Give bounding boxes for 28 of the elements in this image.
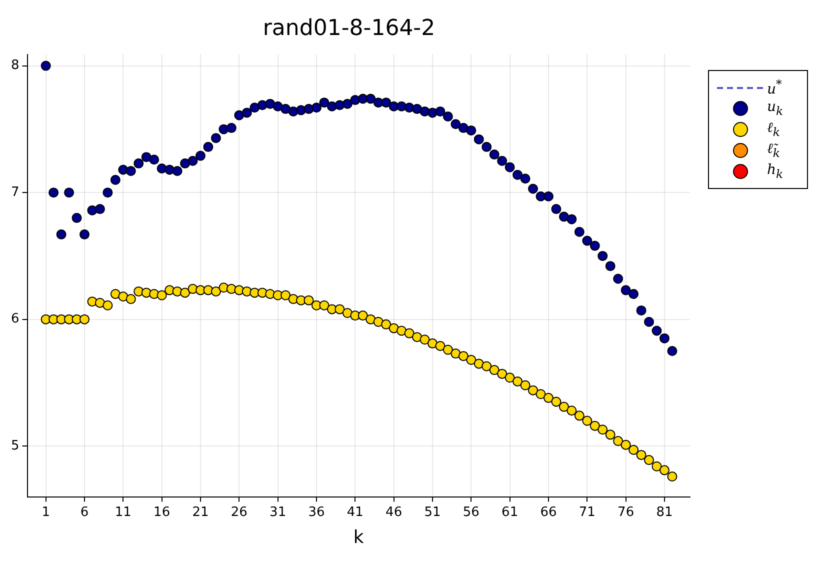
legend-label: ℓ̃$_{k}$: [767, 141, 780, 160]
x-tick-label: 11: [114, 504, 132, 520]
chart-title: rand01-8-164-2: [262, 16, 436, 41]
x-tick-label: 41: [346, 504, 364, 520]
legend-label: u$^{*}$: [767, 77, 782, 98]
x-tick-label: 1: [42, 504, 50, 520]
y-tick-label: 8: [10, 58, 20, 74]
x-tick-label: 71: [578, 504, 596, 520]
legend-label: ℓ$_{k}$: [767, 120, 780, 139]
x-tick-label: 76: [618, 504, 634, 520]
x-tick-label: 81: [656, 504, 673, 520]
x-tick-label: 26: [230, 504, 248, 520]
x-tick-label: 6: [80, 504, 89, 520]
x-tick-label: 61: [502, 504, 518, 520]
y-tick-label: 5: [10, 438, 20, 454]
y-tick-label: 7: [10, 184, 20, 200]
y-tick-label: 6: [10, 312, 20, 327]
x-tick-label: 46: [386, 504, 402, 520]
legend-label: u$_{k}$: [767, 99, 784, 118]
x-tick-label: 16: [154, 504, 170, 520]
x-tick-label: 51: [424, 504, 441, 520]
x-tick-label: 21: [192, 504, 209, 520]
x-tick-label: 66: [540, 504, 557, 520]
x-tick-label: 36: [308, 504, 325, 520]
x-tick-label: 56: [462, 504, 480, 520]
legend-label: h$_{k}$: [767, 162, 784, 181]
x-axis-title: k: [353, 526, 364, 548]
x-tick-label: 31: [270, 504, 286, 520]
